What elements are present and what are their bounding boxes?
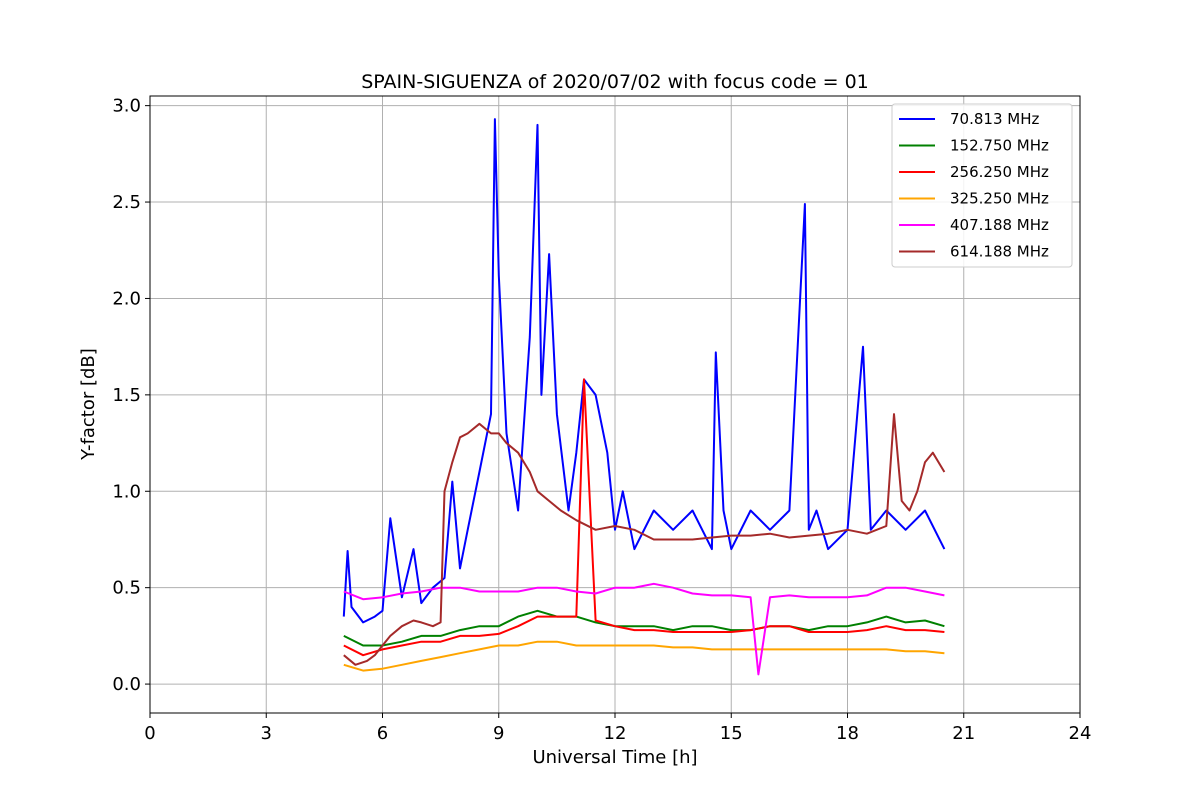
x-tick-label: 24 — [1069, 723, 1092, 744]
x-tick-label: 3 — [261, 723, 272, 744]
x-tick-label: 0 — [144, 723, 155, 744]
series-line-4 — [343, 582, 945, 676]
y-tick-label: 3.0 — [112, 96, 141, 117]
series-layer — [342, 118, 946, 676]
series-line-3 — [343, 640, 945, 672]
legend-label-0: 70.813 MHz — [950, 110, 1039, 128]
y-tick-label: 0.5 — [112, 578, 141, 599]
series-line-1 — [343, 609, 945, 647]
legend: 70.813 MHz 152.750 MHz 256.250 MHz 325.250 … — [891, 103, 1073, 268]
x-axis-label: Universal Time [h] — [532, 747, 697, 768]
legend-label-4: 407.188 MHz — [950, 216, 1049, 234]
y-tick-label: 0.0 — [112, 674, 141, 695]
series-line-2 — [343, 378, 945, 657]
y-axis-label: Y-factor [dB] — [78, 348, 99, 461]
legend-label-1: 152.750 MHz — [950, 137, 1049, 155]
y-tick-label: 1.0 — [112, 481, 141, 502]
y-tick-label: 2.0 — [112, 288, 141, 309]
legend-label-2: 256.250 MHz — [950, 163, 1049, 181]
legend-box — [891, 103, 1073, 268]
legend-label-5: 614.188 MHz — [950, 243, 1049, 261]
x-tick-label: 15 — [720, 723, 743, 744]
x-tick-label: 6 — [377, 723, 388, 744]
chart-title: SPAIN-SIGUENZA of 2020/07/02 with focus … — [361, 71, 869, 93]
x-tick-label: 9 — [493, 723, 504, 744]
series-line-0 — [342, 118, 946, 624]
y-tick-label: 1.5 — [112, 385, 141, 406]
x-tick-label: 12 — [604, 723, 627, 744]
legend-label-3: 325.250 MHz — [950, 190, 1049, 208]
y-tick-label: 2.5 — [112, 192, 141, 213]
tick-layer: 0 3 6 9 12 15 18 21 24 0.0 0.5 1.0 1.5 2.0 2.5 3.0 — [112, 96, 1091, 744]
x-tick-label: 18 — [836, 723, 859, 744]
series-line-5 — [343, 413, 946, 666]
x-tick-label: 21 — [952, 723, 975, 744]
